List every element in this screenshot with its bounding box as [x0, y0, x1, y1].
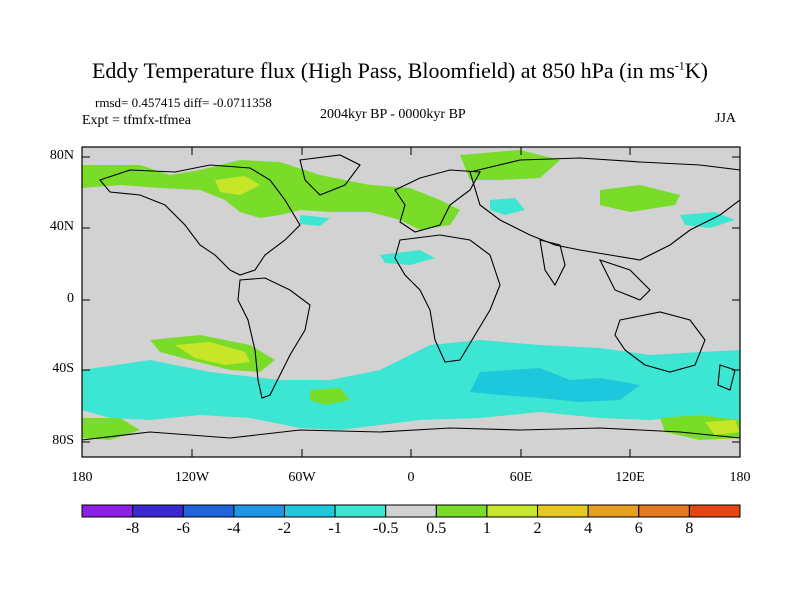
colorbar-box — [182, 504, 235, 518]
x-label-120e: 120E — [615, 470, 645, 485]
field-atlantic-cyan — [380, 250, 435, 265]
x-label-180e: 180 — [729, 470, 751, 485]
colorbar-label: 2 — [533, 520, 542, 537]
experiment-label: Expt = tfmfx-tfmea — [82, 113, 191, 128]
title-end: K) — [684, 58, 708, 83]
x-label-120w: 120W — [174, 470, 210, 485]
colorbar-box — [233, 504, 285, 518]
title-text: Eddy Temperature flux (High Pass, Bloomf… — [91, 58, 675, 83]
anomaly-fields — [82, 150, 740, 440]
field-greenland-cyan — [300, 215, 330, 226]
colorbar-box — [334, 504, 387, 518]
coast-south-america — [237, 277, 311, 399]
colorbar-label: 6 — [634, 520, 643, 537]
x-label-180w: 180 — [71, 470, 93, 485]
colorbar-label: 0.5 — [426, 520, 447, 537]
colorbar-label: -6 — [176, 520, 190, 537]
coast-greenland — [299, 154, 361, 196]
colorbar-box — [537, 504, 589, 518]
coast-asia — [469, 157, 741, 261]
field-pacific-cyan — [490, 198, 525, 215]
coast-north-america — [99, 164, 301, 276]
field-na-yellow — [215, 176, 260, 195]
colorbar-box — [435, 504, 488, 518]
colorbar-box — [385, 504, 437, 518]
field-atlantic-green — [310, 388, 350, 405]
coast-europe — [394, 169, 481, 233]
colorbar-label: -1 — [328, 520, 342, 537]
colorbar-box — [638, 504, 690, 518]
colorbar-label: -2 — [277, 520, 292, 537]
coast-new-zealand — [717, 364, 736, 391]
y-label-80s: 80S — [52, 433, 74, 448]
coast-africa — [394, 234, 501, 363]
field-north-atlantic — [82, 160, 460, 230]
field-southern-ocean-cyan — [82, 340, 740, 430]
y-label-80n: 80N — [49, 148, 74, 163]
y-label-40n: 40N — [49, 219, 74, 234]
colorbar-box — [283, 504, 336, 518]
axis-ticks — [82, 147, 740, 457]
colorbar-label: 1 — [482, 520, 491, 537]
coast-antarctica — [81, 427, 741, 441]
y-label-40s: 40S — [52, 361, 74, 376]
x-label-60e: 60E — [509, 470, 533, 485]
field-south-pacific-yellow — [175, 342, 250, 365]
colorbar-label: 4 — [584, 520, 593, 537]
field-siberia — [600, 185, 680, 212]
coastlines — [81, 154, 741, 441]
x-label-60w: 60W — [288, 470, 316, 485]
title-superscript: -1 — [674, 58, 685, 73]
coast-southeast-asia — [598, 259, 651, 301]
colorbar-label: 8 — [685, 520, 694, 537]
y-label-0: 0 — [67, 291, 74, 306]
colorbar-box — [81, 504, 134, 518]
colorbar-label: -4 — [227, 520, 241, 537]
field-south-yellow-east — [705, 420, 740, 435]
coast-india — [539, 239, 566, 287]
colorbar-label: -8 — [125, 520, 140, 537]
plot-title: Eddy Temperature flux (High Pass, Bloomf… — [0, 58, 800, 84]
field-southern-ocean-blue — [470, 368, 640, 402]
colorbar-label: -0.5 — [373, 520, 399, 537]
colorbar-box — [486, 504, 539, 518]
colorbar-box — [688, 504, 741, 518]
x-label-0: 0 — [407, 470, 415, 485]
colorbar — [81, 504, 741, 518]
coast-australia — [614, 311, 706, 373]
season-label: JJA — [715, 111, 737, 126]
colorbar-box — [132, 504, 184, 518]
period-label: 2004kyr BP - 0000kyr BP — [320, 107, 466, 122]
field-arctic — [460, 150, 560, 180]
field-asia-cyan — [680, 212, 735, 228]
colorbar-box — [587, 504, 640, 518]
stats-label: rmsd= 0.457415 diff= -0.0711358 — [95, 95, 272, 110]
